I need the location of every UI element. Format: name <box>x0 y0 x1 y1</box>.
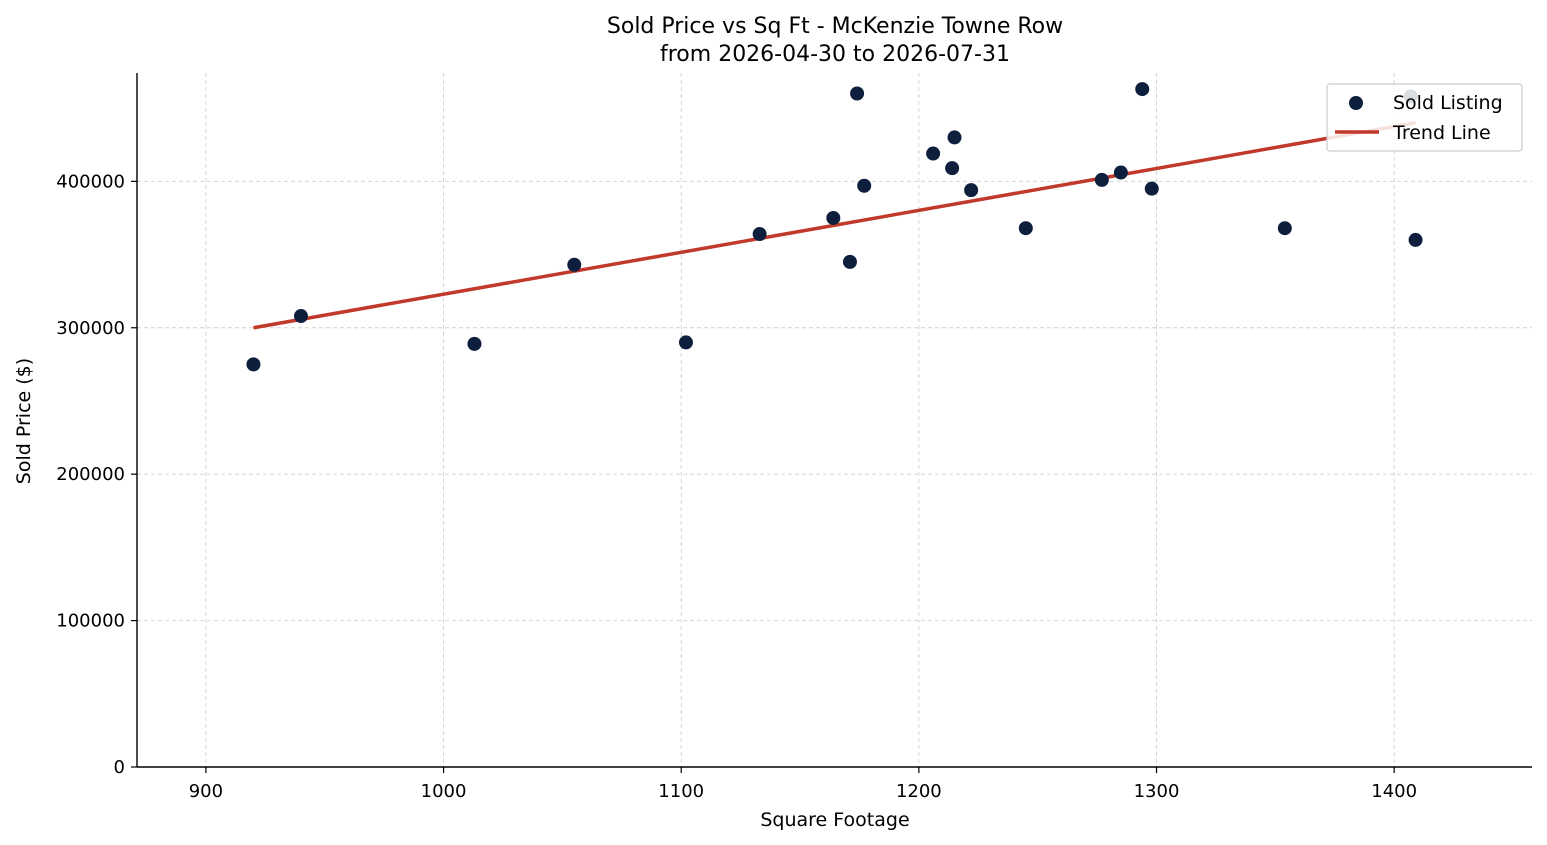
y-tick-label: 200000 <box>56 464 125 485</box>
x-tick-label: 1100 <box>658 781 704 802</box>
data-point <box>1135 82 1150 97</box>
y-tick-label: 300000 <box>56 318 125 339</box>
x-tick-label: 1200 <box>896 781 942 802</box>
data-point <box>857 178 872 193</box>
data-point <box>842 254 857 269</box>
x-axis-label: Square Footage <box>760 809 909 831</box>
data-point <box>1408 232 1423 247</box>
x-tick-label: 1400 <box>1371 781 1417 802</box>
legend-marker-sold-listing <box>1349 96 1363 110</box>
chart-subtitle: from 2026-04-30 to 2026-07-31 <box>660 42 1010 67</box>
trend-line-layer <box>253 121 1416 330</box>
data-point <box>678 335 693 350</box>
data-point <box>926 146 941 161</box>
data-point <box>1018 221 1033 236</box>
trend-line <box>253 121 1416 330</box>
data-point <box>826 210 841 225</box>
y-tick-label: 0 <box>114 757 125 778</box>
y-axis-ticks: 0 100000 200000 300000 400000 <box>56 171 137 778</box>
data-point <box>293 309 308 324</box>
x-tick-label: 1300 <box>1134 781 1180 802</box>
x-axis-ticks: 900 1000 1100 1200 1300 1400 <box>189 767 1417 802</box>
x-tick-label: 1000 <box>421 781 467 802</box>
grid <box>137 73 1532 768</box>
data-point <box>1094 172 1109 187</box>
data-point <box>850 86 865 101</box>
x-tick-label: 900 <box>189 781 223 802</box>
data-point <box>1144 181 1159 196</box>
scatter-points-layer <box>246 82 1423 372</box>
legend-label-sold-listing: Sold Listing <box>1393 92 1503 114</box>
data-point <box>964 183 979 198</box>
chart-title: Sold Price vs Sq Ft - McKenzie Towne Row <box>607 14 1063 39</box>
data-point <box>752 227 767 242</box>
y-tick-label: 400000 <box>56 171 125 192</box>
y-tick-label: 100000 <box>56 611 125 632</box>
data-point <box>1277 221 1292 236</box>
y-axis-label: Sold Price ($) <box>13 358 35 484</box>
data-point <box>467 336 482 351</box>
legend-box <box>1326 83 1523 152</box>
data-point <box>947 130 962 145</box>
data-point <box>1113 165 1128 180</box>
legend: Sold Listing Trend Line <box>1326 83 1523 152</box>
data-point <box>945 161 960 176</box>
data-point <box>246 357 261 372</box>
legend-label-trend-line: Trend Line <box>1392 122 1491 144</box>
data-point <box>567 257 582 272</box>
